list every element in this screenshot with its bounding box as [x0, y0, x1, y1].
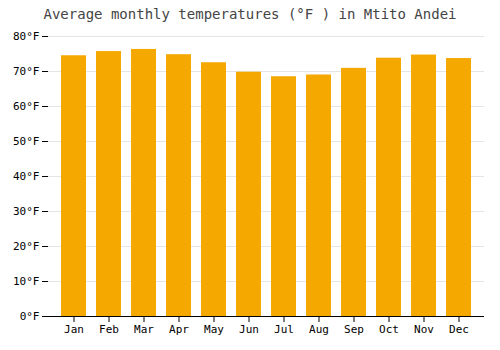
svg-text:Sep: Sep — [344, 323, 364, 336]
html-text:Average monthly temperatures (: Average monthly temperatures (°F ) in Mt… — [43, 6, 457, 22]
svg-text:Jan: Jan — [64, 323, 84, 336]
svg-text:60°F: 60°F — [13, 100, 40, 113]
svg-text:Dec: Dec — [449, 323, 469, 336]
svg-text:40°F: 40°F — [13, 170, 40, 183]
svg-text:Jul: Jul — [274, 323, 294, 336]
svg-text:Oct: Oct — [379, 323, 399, 336]
svg-text:30°F: 30°F — [13, 205, 40, 218]
svg-text:0°F: 0°F — [20, 310, 40, 323]
svg-text:Apr: Apr — [169, 323, 189, 336]
svg-text:Nov: Nov — [414, 323, 434, 336]
svg-text:70°F: 70°F — [13, 65, 40, 78]
svg-text:Feb: Feb — [99, 323, 119, 336]
svg-text:80°F: 80°F — [13, 30, 40, 43]
svg-text:Jun: Jun — [239, 323, 259, 336]
svg-text:20°F: 20°F — [13, 240, 40, 253]
svg-text:50°F: 50°F — [13, 135, 40, 148]
svg-text:May: May — [204, 323, 224, 336]
svg-text:Aug: Aug — [309, 323, 329, 336]
svg-text:Mar: Mar — [134, 323, 154, 336]
svg-text:10°F: 10°F — [13, 275, 40, 288]
